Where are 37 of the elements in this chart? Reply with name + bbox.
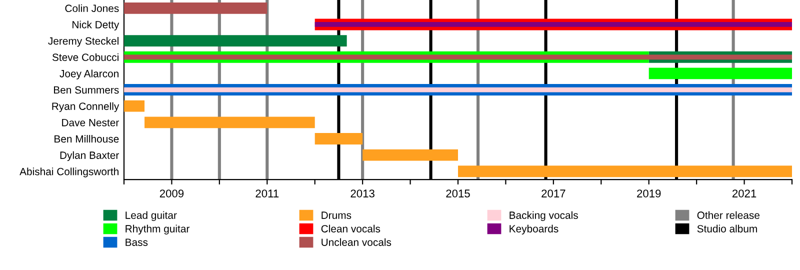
bar xyxy=(124,87,792,92)
y-tick-label: Dave Nester xyxy=(62,119,119,126)
x-tick-label: 2013 xyxy=(350,190,374,198)
legend-label: Backing vocals xyxy=(510,211,578,221)
y-tick-label: Joey Alarcon xyxy=(60,70,118,80)
bar xyxy=(144,116,315,128)
legend-label: Bass xyxy=(126,238,148,246)
y-tick-label: Nick Detty xyxy=(72,20,120,30)
bar xyxy=(458,166,792,178)
bar xyxy=(362,149,458,161)
bar xyxy=(124,35,347,47)
legend-label: Drums xyxy=(322,212,352,219)
bar xyxy=(124,100,145,112)
legend-label: Rhythm guitar xyxy=(126,224,190,235)
bar xyxy=(648,68,792,80)
x-tick-label: 2021 xyxy=(732,190,756,198)
legend-label: Lead guitar xyxy=(126,211,177,221)
y-tick-label: Colin Jones xyxy=(65,4,119,12)
x-tick-label: 2015 xyxy=(446,190,470,198)
y-tick-label: Ben Summers xyxy=(54,86,119,94)
legend-label: Other release xyxy=(697,211,760,219)
legend-label: Clean vocals xyxy=(321,224,380,232)
legend-label: Studio album xyxy=(697,224,757,232)
legend-label: Unclean vocals xyxy=(322,238,392,246)
y-tick-label: Ben Millhouse xyxy=(54,134,119,143)
bar xyxy=(314,133,363,144)
x-tick-label: 2019 xyxy=(637,190,661,198)
y-tick-label: Dylan Baxter xyxy=(60,151,119,161)
x-tick-label: 2011 xyxy=(256,190,279,198)
x-tick-label: 2017 xyxy=(542,190,566,198)
y-tick-label: Jeremy Steckel xyxy=(48,37,118,47)
y-tick-label: Steve Cobucci xyxy=(52,53,118,62)
y-tick-label: Ryan Connelly xyxy=(52,102,120,112)
bar xyxy=(314,22,792,27)
legend-label: Keyboards xyxy=(510,224,558,235)
y-tick-label: Abishai Collingsworth xyxy=(20,168,118,178)
x-tick-label: 2009 xyxy=(160,190,184,198)
